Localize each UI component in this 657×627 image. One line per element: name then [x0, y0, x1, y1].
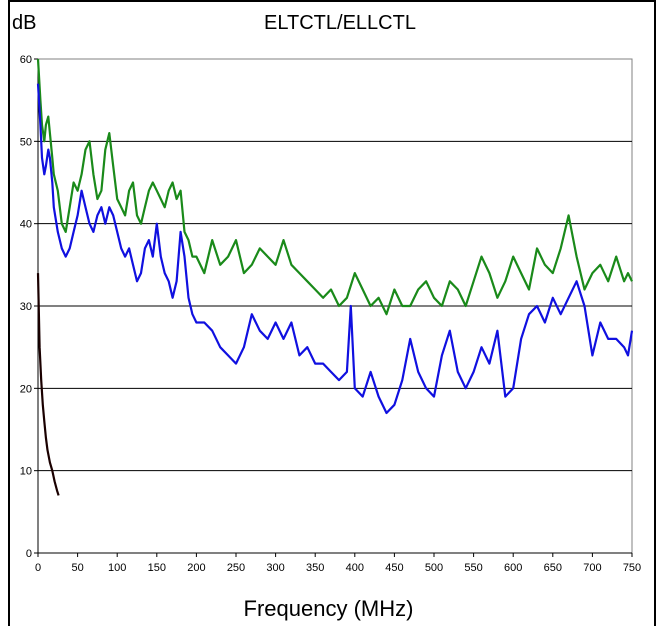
x-tick-label: 150 — [148, 562, 166, 574]
series-line-2 — [36, 83, 634, 415]
x-tick-label: 50 — [71, 562, 83, 574]
y-tick-label: 40 — [20, 219, 32, 231]
y-tick-label: 30 — [20, 301, 32, 313]
chart-frame — [8, 0, 656, 626]
x-tick-label: 200 — [187, 562, 205, 574]
y-axis-label: dB — [12, 12, 37, 34]
x-tick-label: 600 — [504, 562, 522, 574]
x-axis-label: Frequency (MHz) — [243, 596, 414, 621]
x-tick-label: 100 — [108, 562, 126, 574]
x-tick-label: 750 — [623, 562, 641, 574]
x-tick-label: 550 — [464, 562, 482, 574]
x-tick-label: 400 — [346, 562, 364, 574]
y-tick-label: 50 — [20, 136, 32, 148]
series-line-3 — [36, 273, 60, 496]
x-tick-label: 0 — [35, 562, 41, 574]
y-tick-label: 10 — [20, 466, 32, 478]
series-line-1 — [36, 58, 633, 316]
x-tick-label: 500 — [425, 562, 443, 574]
x-tick-label: 300 — [266, 562, 284, 574]
chart-title: ELTCTL/ELLCTL — [264, 12, 416, 34]
x-tick-label: 700 — [583, 562, 601, 574]
x-tick-label: 350 — [306, 562, 324, 574]
y-tick-label: 20 — [20, 383, 32, 395]
y-tick-label: 60 — [20, 54, 32, 66]
y-tick-label: 0 — [26, 548, 32, 560]
x-tick-label: 450 — [385, 562, 403, 574]
x-tick-label: 250 — [227, 562, 245, 574]
x-tick-label: 650 — [544, 562, 562, 574]
